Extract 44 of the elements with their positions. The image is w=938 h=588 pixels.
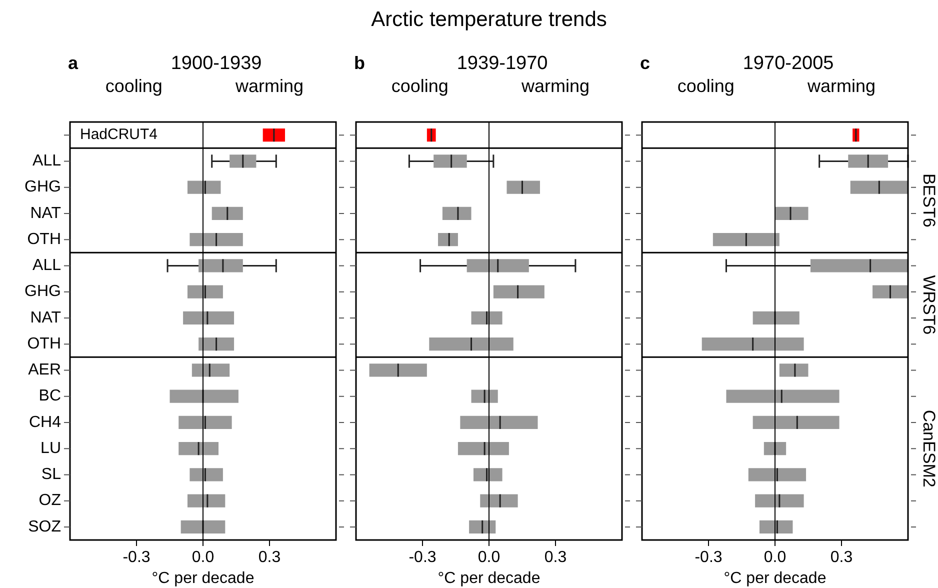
y-tick-label: NAT — [30, 309, 62, 326]
text: WRST6 — [919, 275, 938, 335]
text: c — [640, 52, 650, 73]
chart-title: 1900-1939 — [170, 53, 262, 74]
y-tick-label: SOZ — [28, 518, 62, 536]
text: cooling — [105, 76, 162, 96]
y-tick-label: AER — [28, 362, 61, 379]
x-tick-label: 0.3 — [830, 549, 853, 566]
x-tick-label: 0.3 — [258, 549, 281, 566]
y-tick-label: ALL — [32, 257, 62, 274]
y-tick-label: GHG — [24, 178, 61, 196]
chart-title: 1970-2005 — [742, 53, 834, 74]
y-tick-label: NAT — [30, 204, 62, 222]
text: HadCRUT4 — [80, 126, 158, 144]
text: warming — [234, 76, 304, 96]
y-tick-label: SL — [41, 466, 62, 484]
text: BEST6 — [919, 173, 938, 228]
text: warming — [806, 76, 876, 96]
text: cooling — [391, 76, 448, 96]
y-tick-label: OTH — [27, 335, 61, 352]
x-axis-title: °C per decade — [152, 570, 254, 587]
x-tick-label: -0.3 — [122, 549, 150, 566]
y-tick-label: GHG — [24, 283, 61, 300]
text: Arctic temperature trends — [370, 8, 608, 32]
text: warming — [520, 76, 590, 96]
x-axis-title: °C per decade — [438, 570, 540, 587]
x-tick-label: 0.0 — [192, 549, 214, 566]
y-tick-label: OTH — [27, 230, 61, 248]
text: b — [354, 52, 365, 73]
text: cooling — [677, 76, 734, 96]
x-tick-label: -0.3 — [408, 549, 436, 566]
y-tick-label: CH4 — [28, 414, 62, 431]
x-tick-label: -0.3 — [694, 549, 722, 566]
text: CanESM2 — [919, 410, 938, 488]
x-axis-title: °C per decade — [724, 570, 826, 587]
y-tick-label: BC — [38, 388, 61, 405]
x-tick-label: 0.3 — [544, 549, 567, 566]
chart-title: 1939-1970 — [456, 53, 548, 74]
y-tick-label: ALL — [32, 152, 62, 170]
y-tick-label: OZ — [38, 492, 62, 510]
y-tick-label: LU — [40, 440, 61, 457]
x-tick-label: 0.0 — [764, 549, 786, 566]
x-tick-label: 0.0 — [478, 549, 500, 566]
text: a — [68, 52, 79, 73]
